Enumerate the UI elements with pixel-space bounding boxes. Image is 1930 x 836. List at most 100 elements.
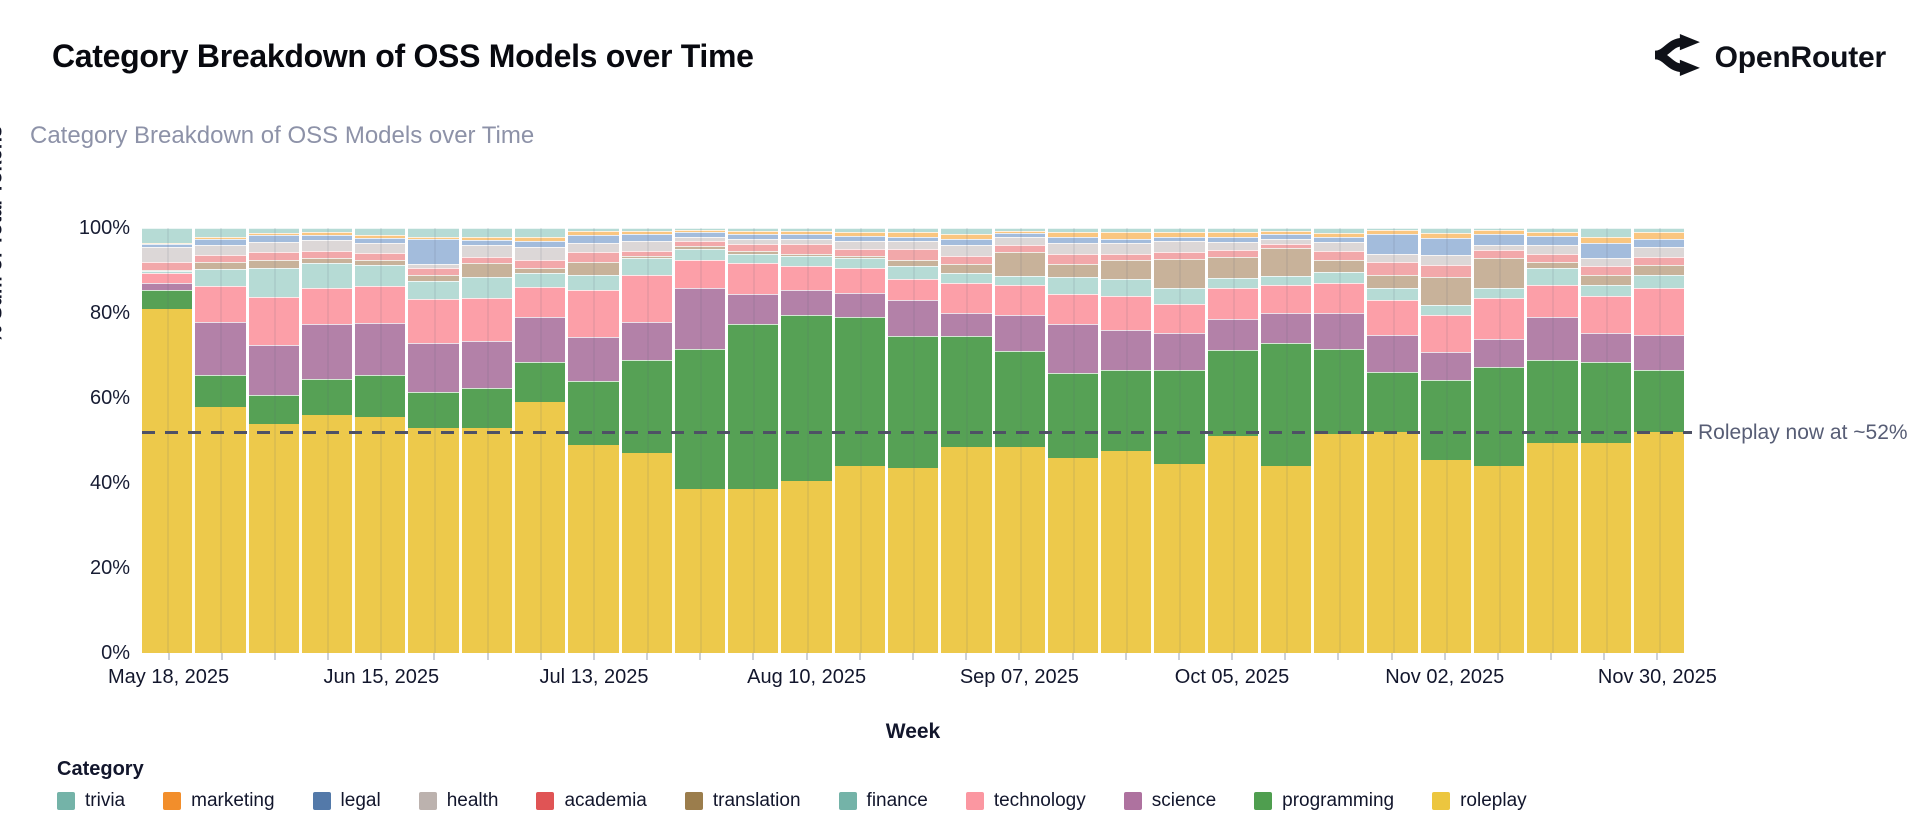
x-tick-mark: [1124, 653, 1127, 660]
bar-segment-science: [621, 321, 672, 360]
bar-segment-finance: [1047, 276, 1099, 294]
bar-segment-technology: [248, 296, 299, 345]
bar-segment-roleplay: [674, 489, 726, 653]
bar-segment-academia: [941, 255, 992, 265]
bar-segment-health: [834, 240, 885, 250]
bar-week: [994, 228, 1045, 653]
bar-segment-technology: [461, 298, 512, 341]
bar-segment-academia: [1580, 266, 1631, 275]
bar-segment-programming: [1047, 372, 1099, 458]
bar-segment-technology: [994, 285, 1045, 316]
bar-week: [1474, 228, 1525, 653]
legend-swatch-trivia: [57, 792, 75, 810]
bar-segment-academia: [1314, 250, 1365, 260]
x-tick-label: Jul 13, 2025: [539, 666, 649, 688]
bar-segment-academia: [781, 244, 832, 254]
bar-segment-academia: [887, 249, 939, 260]
bar-segment-finance: [1580, 284, 1631, 297]
bar-segment-finance: [781, 256, 832, 267]
bar-segment-finance: [941, 272, 992, 284]
bar-segment-programming: [1633, 370, 1685, 432]
bar-segment-science: [408, 343, 459, 392]
legend: trivia marketing legal health academia transl…: [57, 790, 1527, 812]
bar-week: [674, 228, 726, 653]
bar-segment-technology: [1047, 293, 1099, 324]
bar-segment-finance: [1527, 268, 1578, 285]
x-tick-label: Nov 30, 2025: [1597, 666, 1717, 688]
bar-segment-programming: [1101, 370, 1152, 452]
bar-segment-science: [1580, 333, 1631, 362]
bar-segment-legal: [1527, 235, 1578, 246]
bar-segment-roleplay: [301, 415, 353, 653]
legend-swatch-finance: [838, 792, 857, 810]
bar-segment-roleplay: [781, 480, 832, 653]
legend-swatch-legal: [312, 792, 331, 810]
bar-segment-translation: [1047, 264, 1099, 277]
x-tick-mark: [1284, 653, 1287, 660]
bar-segment-technology: [1101, 296, 1152, 330]
bar-segment-programming: [142, 290, 193, 309]
bar-segment-technology: [514, 287, 566, 317]
bar-segment-finance: [461, 276, 512, 299]
y-tick-label: 0%: [101, 642, 130, 664]
x-tick-mark: [486, 653, 489, 660]
x-tick-mark: [1443, 653, 1446, 660]
bar-segment-science: [834, 293, 885, 318]
bar-segment-technology: [1474, 298, 1525, 339]
bar-segment-health: [1420, 255, 1472, 266]
bar-segment-trivia: [1580, 228, 1631, 237]
legend-item-roleplay: roleplay: [1432, 790, 1527, 812]
bar-segment-programming: [887, 336, 939, 469]
legend-swatch-technology: [965, 792, 984, 810]
bar-week: [621, 228, 672, 653]
bar-segment-finance: [728, 253, 779, 264]
bar-segment-translation: [1580, 274, 1631, 285]
bar-week: [1154, 228, 1205, 653]
legend-item-trivia: trivia: [57, 790, 125, 812]
legend-item-translation: translation: [684, 790, 801, 812]
bar-segment-roleplay: [514, 402, 566, 653]
bar-segment-technology: [355, 285, 406, 323]
chart-title: Category Breakdown of OSS Models over Ti…: [30, 122, 535, 149]
bar-segment-finance: [1474, 288, 1525, 299]
bar-segment-technology: [1367, 300, 1418, 336]
bar-week: [1207, 228, 1258, 653]
bar-segment-translation: [994, 252, 1045, 276]
legend-label: academia: [564, 790, 647, 811]
bar-segment-legal: [1633, 238, 1685, 248]
legend-label: finance: [866, 790, 928, 811]
bar-segment-technology: [1207, 288, 1258, 319]
legend-label: marketing: [191, 790, 275, 811]
bar-segment-legal: [1580, 242, 1631, 258]
legend-label: roleplay: [1460, 790, 1527, 811]
bar-segment-roleplay: [1101, 451, 1152, 653]
legend-swatch-marketing: [163, 792, 182, 810]
bar-segment-health: [621, 240, 672, 252]
bar-segment-finance: [674, 249, 726, 260]
bar-segment-finance: [834, 257, 885, 268]
bar-segment-health: [1207, 241, 1258, 251]
bar-segment-technology: [1580, 296, 1631, 334]
bar-segment-translation: [1367, 275, 1418, 289]
x-tick-mark: [1231, 653, 1234, 660]
bar-segment-technology: [1260, 284, 1312, 313]
bar-segment-finance: [408, 281, 459, 300]
x-tick-mark: [912, 653, 914, 660]
page-title: Category Breakdown of OSS Models over Ti…: [52, 38, 754, 74]
bar-segment-health: [1367, 253, 1418, 262]
bar-segment-science: [728, 294, 779, 324]
bar-segment-technology: [621, 274, 672, 322]
bar-segment-science: [887, 300, 939, 337]
bar-segment-academia: [248, 251, 299, 260]
bar-segment-programming: [301, 378, 353, 415]
bar-segment-health: [142, 247, 193, 263]
bar-segment-health: [1527, 245, 1578, 254]
x-tick-mark: [1390, 653, 1393, 660]
brand-name: OpenRouter: [1714, 40, 1887, 74]
bar-week: [248, 228, 299, 653]
bar-segment-finance: [301, 263, 353, 289]
bar-week: [568, 228, 619, 653]
legend-item-legal: legal: [312, 790, 381, 812]
bar-segment-academia: [1047, 253, 1099, 265]
